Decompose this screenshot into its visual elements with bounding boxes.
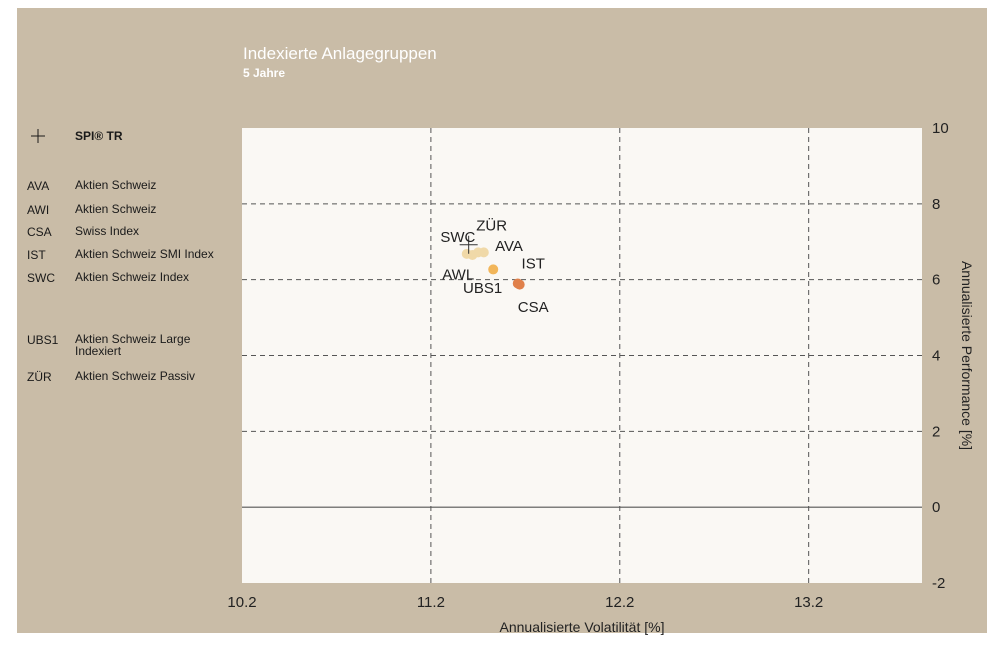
y-tick-label: 6 (932, 272, 940, 289)
legend-benchmark-label: SPI® TR (75, 129, 123, 143)
chart-subtitle: 5 Jahre (243, 66, 286, 80)
legend-item-abbr: UBS1 (27, 333, 59, 347)
y-tick-label: -2 (932, 575, 945, 592)
point-label: AVA (495, 238, 523, 255)
y-tick-label: 2 (932, 423, 940, 440)
data-point-ava (478, 247, 489, 258)
x-axis-label: Annualisierte Volatilität [%] (500, 619, 665, 635)
legend-item-abbr: AVA (27, 179, 50, 193)
y-tick-label: 10 (932, 120, 949, 137)
data-point-ubs1 (488, 264, 499, 275)
point-label: ZÜR (476, 216, 507, 234)
point-label: SWC (440, 229, 475, 246)
x-tick-label: 12.2 (605, 594, 634, 611)
y-tick-label: 4 (932, 348, 940, 365)
plus-icon (31, 129, 45, 143)
y-tick-label: 0 (932, 499, 940, 516)
x-tick-label: 13.2 (794, 594, 823, 611)
point-label: UBS1 (463, 280, 502, 297)
legend-item-abbr: ZÜR (27, 370, 52, 384)
legend-item-name: Aktien Schweiz Passiv (75, 369, 196, 383)
legend-item-abbr: IST (27, 248, 46, 262)
x-tick-label: 11.2 (417, 594, 445, 611)
legend-item-abbr: AWI (27, 203, 50, 217)
legend-item-name: Aktien Schweiz (75, 202, 157, 216)
legend-item-abbr: CSA (27, 225, 52, 239)
x-tick-label: 10.2 (227, 594, 256, 611)
legend-item-name: Aktien Schweiz Index (75, 270, 190, 284)
point-label: AWL (442, 267, 474, 284)
point-label: CSA (518, 299, 549, 316)
legend-item-abbr: SWC (27, 271, 55, 285)
legend-item-name: Aktien Schweiz SMI Index (75, 247, 214, 261)
chart-title: Indexierte Anlagegruppen (243, 44, 437, 63)
legend-item-name: Swiss Index (75, 224, 140, 238)
data-point-csa (514, 279, 525, 290)
legend-item-name: Aktien Schweiz (75, 178, 157, 192)
legend-item-name: Aktien Schweiz Large Indexiert (75, 332, 191, 358)
y-axis-label: Annualisierte Performance [%] (959, 261, 975, 450)
point-label: IST (522, 255, 545, 272)
y-tick-label: 8 (932, 196, 940, 213)
